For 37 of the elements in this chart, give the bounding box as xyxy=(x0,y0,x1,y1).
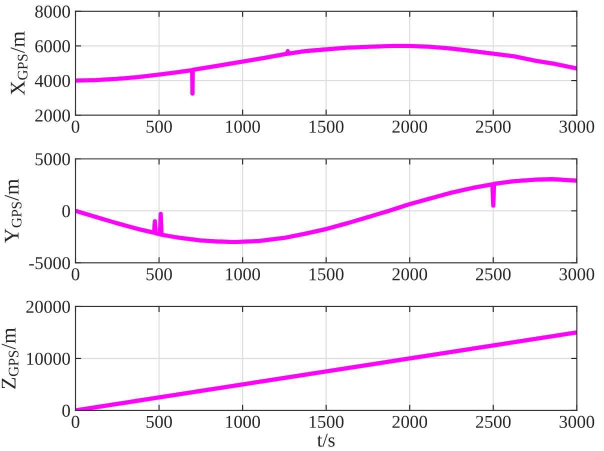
x-tick-label: 1500 xyxy=(310,416,344,428)
y-tick-label: 20000 xyxy=(26,300,70,313)
line-series xyxy=(76,177,577,244)
x-tick-label: 1000 xyxy=(226,268,260,280)
x-tick-label: 3000 xyxy=(560,120,594,133)
x-tick-label: 1000 xyxy=(226,416,260,428)
x-tick-label: 2000 xyxy=(392,416,428,428)
x-tick-label: 3000 xyxy=(560,268,594,280)
x-tick-label: 1500 xyxy=(310,120,344,133)
x-axis-title: t/s xyxy=(317,434,335,447)
y-tick-label: 2000 xyxy=(35,109,70,122)
x-tick-label: 1500 xyxy=(310,268,344,280)
x-tick-label: 500 xyxy=(146,120,172,133)
y-tick-label: 0 xyxy=(62,404,70,417)
x-tick-label: 2000 xyxy=(392,120,428,133)
x-tick-label: 2500 xyxy=(476,268,511,280)
x-tick-label: 1000 xyxy=(226,120,260,133)
line-series xyxy=(76,44,577,96)
x-tick-label: 2500 xyxy=(476,120,511,133)
x-tick-label: 500 xyxy=(146,416,172,428)
y-axis-title: Y$_{GPS}$/m xyxy=(4,179,22,243)
x-tick-label: 3000 xyxy=(560,416,594,428)
y-tick-label: 6000 xyxy=(35,40,70,52)
y-tick-label: 10000 xyxy=(27,352,70,365)
x-tick-label: 2500 xyxy=(476,416,511,428)
x-tick-label: 500 xyxy=(146,268,172,280)
x-tick-label: 0 xyxy=(72,416,80,428)
y-axis-title: Z$_{GPS}$/m xyxy=(2,328,19,389)
x-tick-label: 2000 xyxy=(392,268,428,280)
x-tick-label: 0 xyxy=(72,268,80,280)
x-tick-label: 0 xyxy=(72,120,80,133)
y-tick-label: 8000 xyxy=(35,6,70,18)
y-axis-title: X$_{GPS}$/m xyxy=(10,31,28,96)
y-tick-label: 0 xyxy=(62,205,70,218)
y-tick-label: 4000 xyxy=(34,74,70,88)
y-tick-label: -5000 xyxy=(29,257,70,270)
y-tick-label: 5000 xyxy=(36,153,70,166)
